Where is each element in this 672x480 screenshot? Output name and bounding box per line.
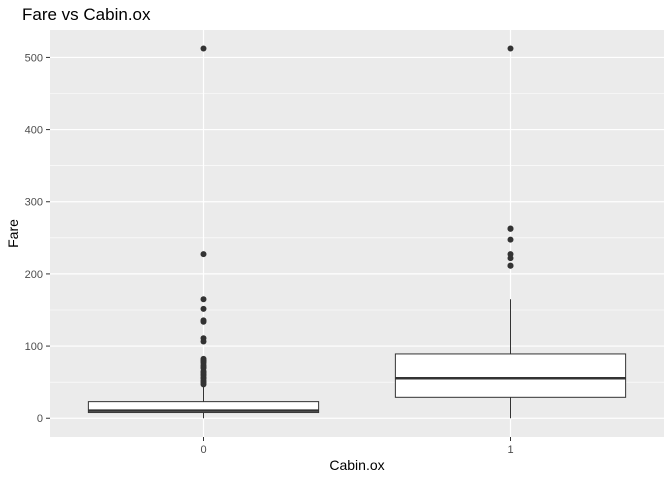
major-gridlines [50,30,664,437]
y-axis-title: Fare [5,219,21,248]
y-tick-label: 300 [25,197,43,209]
minor-gridlines [50,93,664,383]
chart-title: Fare vs Cabin.ox [22,5,151,24]
y-tick-label: 200 [25,269,43,281]
x-tick-label: 0 [200,444,206,456]
outlier-point [200,355,207,362]
outlier-point [200,305,207,312]
y-tick-label: 400 [25,125,43,137]
boxes-layer [87,299,627,419]
outlier-point [507,251,514,258]
y-tick-label: 0 [37,413,43,425]
outlier-point [200,251,207,258]
y-tick-label: 500 [25,52,43,64]
outlier-point [507,262,514,269]
x-axis-title: Cabin.ox [329,457,384,473]
y-axis: 0 100 200 300 400 500 [25,52,50,425]
box-iqr [394,353,627,398]
outlier-point [507,45,514,52]
x-tick-label: 1 [507,444,513,456]
outlier-point [200,317,207,324]
outliers-layer [200,45,514,388]
box-iqr [87,401,320,414]
outlier-point [200,296,207,303]
box-0 [87,385,320,419]
outlier-point [507,236,514,243]
outlier-point [507,255,514,262]
box-1 [394,299,627,419]
outlier-point [200,45,207,52]
y-tick-label: 100 [25,341,43,353]
outlier-point [507,225,514,232]
outlier-point [200,335,207,342]
